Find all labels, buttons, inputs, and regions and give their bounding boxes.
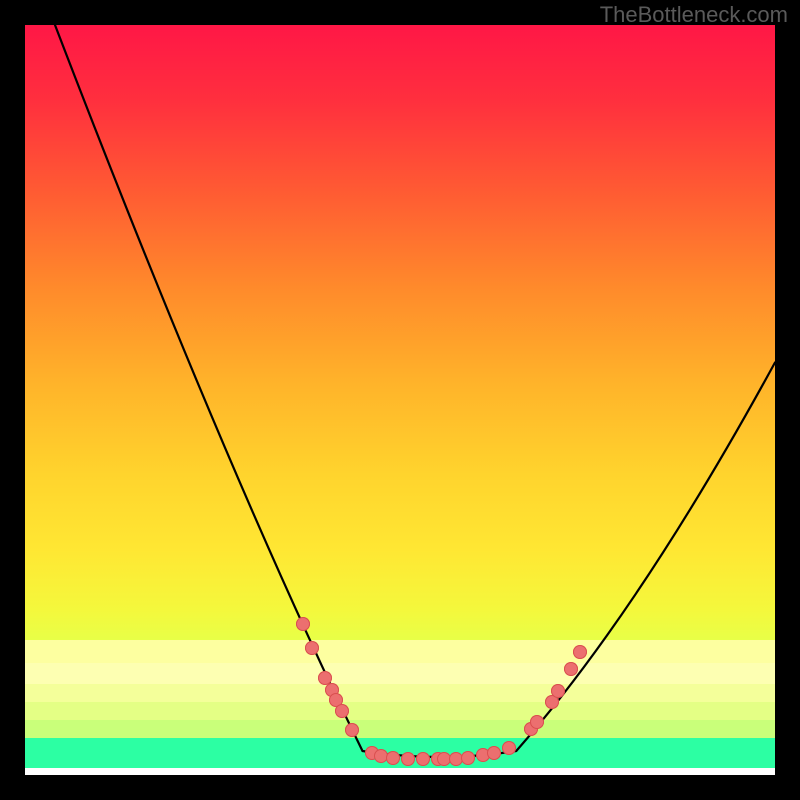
- data-marker: [345, 723, 359, 737]
- data-marker: [502, 741, 516, 755]
- data-marker: [335, 704, 349, 718]
- data-marker: [461, 751, 475, 765]
- data-marker: [296, 617, 310, 631]
- data-markers: [25, 25, 775, 775]
- data-marker: [305, 641, 319, 655]
- data-marker: [551, 684, 565, 698]
- data-marker: [573, 645, 587, 659]
- data-marker: [416, 752, 430, 766]
- data-marker: [487, 746, 501, 760]
- chart-stage: TheBottleneck.com: [0, 0, 800, 800]
- data-marker: [386, 751, 400, 765]
- data-marker: [401, 752, 415, 766]
- plot-area: [25, 25, 775, 775]
- data-marker: [564, 662, 578, 676]
- data-marker: [530, 715, 544, 729]
